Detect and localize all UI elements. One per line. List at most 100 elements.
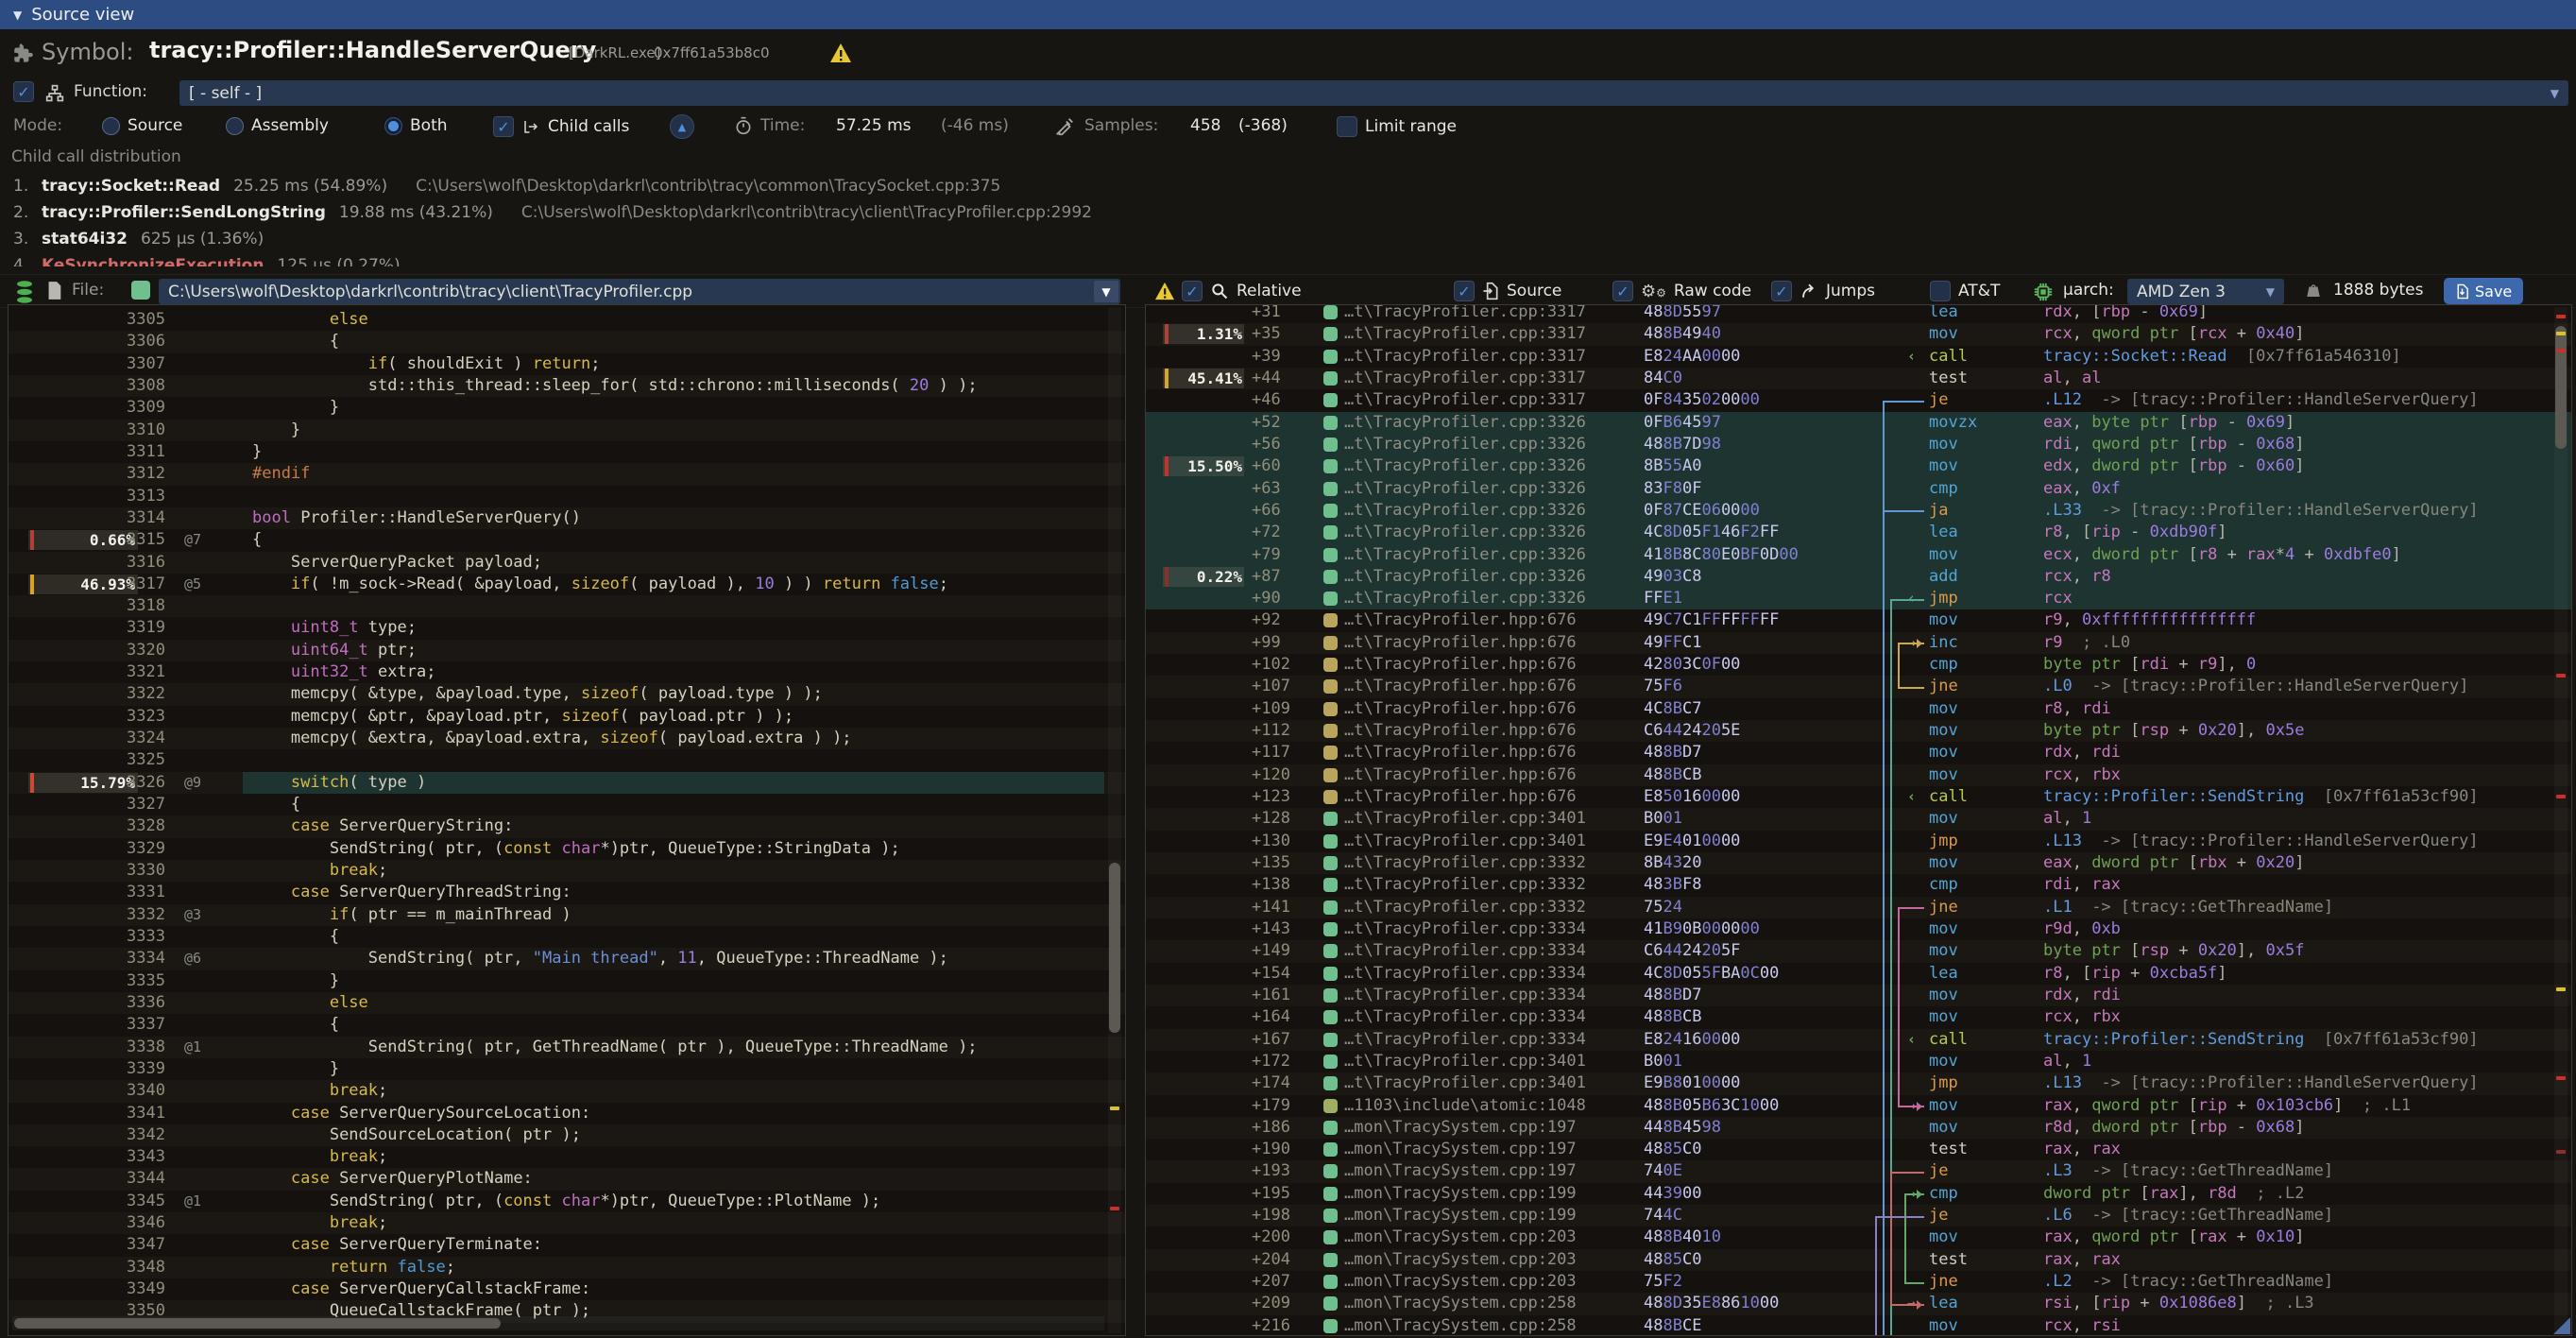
asm-location[interactable]: …mon\TracySystem.cpp:197 — [1344, 1140, 1577, 1159]
source-line[interactable]: 3311} — [9, 441, 1125, 463]
asm-location[interactable]: …mon\TracySystem.cpp:203 — [1344, 1249, 1577, 1269]
uarch-select[interactable]: AMD Zen 3 ▼ — [2127, 279, 2284, 304]
source-line[interactable]: 3347 case ServerQueryTerminate: — [9, 1234, 1125, 1256]
collapse-icon[interactable]: ▼ — [13, 8, 23, 22]
asm-row[interactable]: +39 …t\TracyProfiler.cpp:3317 E824AA0000 ‹ c… — [1146, 346, 2571, 368]
asm-row[interactable]: +207 …mon\TracySystem.cpp:203 75F2 jne .L2 -… — [1146, 1271, 2571, 1293]
child-call-row[interactable]: 2. tracy::Profiler::SendLongString 19.88 m… — [13, 203, 1092, 222]
source-line[interactable]: 3339} — [9, 1058, 1125, 1080]
asm-location[interactable]: …t\TracyProfiler.cpp:3401 — [1344, 831, 1586, 850]
asm-location[interactable]: …t\TracyProfiler.hpp:676 — [1344, 721, 1577, 741]
asm-location[interactable]: …t\TracyProfiler.cpp:3326 — [1344, 523, 1586, 542]
source-line[interactable]: 3324 memcpy( &extra, &payload.extra, size… — [9, 728, 1125, 749]
asm-location[interactable]: …t\TracyProfiler.cpp:3332 — [1344, 897, 1586, 917]
source-line[interactable]: 46.93% 3317 @5 if( !m_sock->Read( &payload,… — [9, 574, 1125, 595]
asm-row[interactable]: +117 …t\TracyProfiler.hpp:676 488BD7 mov rdx… — [1146, 742, 2571, 763]
asm-row[interactable]: +193 …mon\TracySystem.cpp:197 740E je .L3 ->… — [1146, 1160, 2571, 1182]
relative-checkbox[interactable]: ✓ Relative — [1182, 281, 1302, 301]
asm-location[interactable]: …t\TracyProfiler.cpp:3401 — [1344, 809, 1586, 829]
asm-location[interactable]: …mon\TracySystem.cpp:203 — [1344, 1272, 1577, 1292]
source-line[interactable]: 3320 uint64_t ptr; — [9, 640, 1125, 661]
limit-range-checkbox[interactable]: ✓Limit range — [1337, 116, 1457, 137]
asm-row[interactable]: +63 …t\TracyProfiler.cpp:3326 83F80F cmp eax… — [1146, 477, 2571, 500]
asm-row[interactable]: +154 …t\TracyProfiler.cpp:3334 4C8D055FBA0… — [1146, 963, 2571, 985]
asm-location[interactable]: …t\TracyProfiler.cpp:3332 — [1344, 875, 1586, 895]
asm-location[interactable]: …mon\TracySystem.cpp:199 — [1344, 1206, 1577, 1226]
asm-location[interactable]: …t\TracyProfiler.hpp:676 — [1344, 698, 1577, 718]
asm-row[interactable]: +135 …t\TracyProfiler.cpp:3332 8B4320 mov ea… — [1146, 852, 2571, 874]
asm-row[interactable]: +143 …t\TracyProfiler.cpp:3334 41B90B00000… — [1146, 918, 2571, 940]
source-line[interactable]: 3325 — [9, 749, 1125, 771]
child-calls-checkbox[interactable]: ✓ Child calls — [493, 116, 629, 137]
asm-row[interactable]: +174 …t\TracyProfiler.cpp:3401 E9B8010000 j… — [1146, 1072, 2571, 1094]
asm-row[interactable]: 0.22% +87 …t\TracyProfiler.cpp:3326 4903C8 a… — [1146, 565, 2571, 589]
asm-location[interactable]: …t\TracyProfiler.hpp:676 — [1344, 632, 1577, 652]
asm-location[interactable]: …t\TracyProfiler.hpp:676 — [1344, 743, 1577, 763]
source-line[interactable]: 3331 case ServerQueryThreadString: — [9, 882, 1125, 903]
asm-row[interactable]: +46 …t\TracyProfiler.cpp:3317 0F8435020000… — [1146, 389, 2571, 411]
source-line[interactable]: 3333 { — [9, 926, 1125, 948]
asm-location[interactable]: …t\TracyProfiler.cpp:3334 — [1344, 941, 1586, 961]
source-line[interactable]: 3312 #endif — [9, 463, 1125, 485]
asm-row[interactable]: +141 …t\TracyProfiler.cpp:3332 7524 jne .L1 … — [1146, 897, 2571, 918]
asm-row[interactable]: +216 …mon\TracySystem.cpp:258 488BCE mov rcx… — [1146, 1315, 2571, 1335]
source-line[interactable]: 3337 { — [9, 1014, 1125, 1036]
asm-location[interactable]: …t\TracyProfiler.cpp:3317 — [1344, 390, 1586, 410]
asm-row[interactable]: +90 …t\TracyProfiler.cpp:3326 FFE1 ‹ jmp rcx — [1146, 588, 2571, 610]
asm-row[interactable]: +92 …t\TracyProfiler.hpp:676 49C7C1FFFFFFF… — [1146, 609, 2571, 631]
source-line[interactable]: 3340 break; — [9, 1080, 1125, 1102]
asm-location[interactable]: …t\TracyProfiler.cpp:3334 — [1344, 963, 1586, 983]
asm-row[interactable]: +102 …t\TracyProfiler.hpp:676 42803C0F00 cm… — [1146, 654, 2571, 676]
child-call-name[interactable]: stat64i32 — [42, 230, 128, 249]
child-call-name[interactable]: tracy::Profiler::SendLongString — [42, 203, 326, 222]
asm-location[interactable]: …t\TracyProfiler.hpp:676 — [1344, 655, 1577, 675]
assembly-vertical-scrollbar[interactable] — [2554, 307, 2567, 1333]
raw-code-checkbox[interactable]: ✓ ⚙⚙ Raw code — [1612, 281, 1751, 301]
asm-row[interactable]: 1.31% +35 …t\TracyProfiler.cpp:3317 488B494… — [1146, 323, 2571, 345]
child-call-row[interactable]: 4. KeSynchronizeExecution 125 µs (0.27%) — [0, 253, 1511, 266]
asm-location[interactable]: …t\TracyProfiler.cpp:3401 — [1344, 1073, 1586, 1093]
asm-location[interactable]: …t\TracyProfiler.cpp:3326 — [1344, 478, 1586, 498]
asm-location[interactable]: …t\TracyProfiler.cpp:3326 — [1344, 456, 1586, 476]
asm-row[interactable]: +138 …t\TracyProfiler.cpp:3332 483BF8 cmp rd… — [1146, 874, 2571, 896]
source-line[interactable]: 3343 break; — [9, 1146, 1125, 1168]
source-line[interactable]: 3313 — [9, 486, 1125, 507]
source-line[interactable]: 3330 break; — [9, 860, 1125, 882]
child-call-row[interactable]: 1. tracy::Socket::Read 25.25 ms (54.89%) C:… — [13, 177, 1001, 196]
asm-row[interactable]: +99 …t\TracyProfiler.hpp:676 49FFC1 → inc r9 … — [1146, 632, 2571, 654]
source-line[interactable]: 3323 memcpy( &ptr, &payload.ptr, sizeof( … — [9, 706, 1125, 728]
asm-location[interactable]: …t\TracyProfiler.hpp:676 — [1344, 787, 1577, 807]
mode-radio-assembly[interactable]: Assembly — [226, 116, 329, 135]
asm-row[interactable]: +107 …t\TracyProfiler.hpp:676 75F6 jne .L0 -… — [1146, 676, 2571, 697]
asm-row[interactable]: +79 …t\TracyProfiler.cpp:3326 418B8C80E0BF… — [1146, 543, 2571, 566]
source-line[interactable]: 3338 @1 SendString( ptr, GetThreadName( pt… — [9, 1037, 1125, 1058]
asm-location[interactable]: …t\TracyProfiler.cpp:3401 — [1344, 1051, 1586, 1071]
asm-row[interactable]: +198 …mon\TracySystem.cpp:199 744C je .L6 ->… — [1146, 1205, 2571, 1226]
source-line[interactable]: 15.79% 3326 @9 switch( type ) — [9, 771, 1125, 795]
asm-row[interactable]: +112 …t\TracyProfiler.hpp:676 C64424205E mo… — [1146, 720, 2571, 742]
source-line[interactable]: 3329 SendString( ptr, (const char*)ptr, Q… — [9, 838, 1125, 860]
source-horizontal-scrollbar[interactable] — [12, 1316, 1104, 1330]
source-line[interactable]: 3307 if( shouldExit ) return; — [9, 353, 1125, 375]
source-line[interactable]: 3342 SendSourceLocation( ptr ); — [9, 1124, 1125, 1146]
asm-row[interactable]: +149 …t\TracyProfiler.cpp:3334 C64424205F m… — [1146, 940, 2571, 962]
source-line[interactable]: 3306 { — [9, 331, 1125, 352]
asm-row[interactable]: +123 …t\TracyProfiler.hpp:676 E850160000 ‹ c… — [1146, 786, 2571, 808]
mode-radio-source[interactable]: Source — [102, 116, 182, 135]
source-line[interactable]: 0.66% 3315 @7 { — [9, 529, 1125, 551]
asm-row[interactable]: +167 …t\TracyProfiler.cpp:3334 E824160000 ‹… — [1146, 1029, 2571, 1051]
source-line[interactable]: 3321 uint32_t extra; — [9, 661, 1125, 683]
source-line[interactable]: 3316 ServerQueryPacket payload; — [9, 552, 1125, 574]
source-line[interactable]: 3305 else — [9, 309, 1125, 331]
source-checkbox[interactable]: ✓ Source — [1454, 281, 1561, 301]
asm-location[interactable]: …t\TracyProfiler.cpp:3326 — [1344, 500, 1586, 520]
asm-row[interactable]: +164 …t\TracyProfiler.cpp:3334 488BCB mov rc… — [1146, 1006, 2571, 1028]
asm-location[interactable]: …1103\include\atomic:1048 — [1344, 1095, 1586, 1115]
function-select[interactable]: [ - self - ] ▼ — [179, 80, 2568, 106]
asm-row[interactable]: +200 …mon\TracySystem.cpp:203 488B4010 mov r… — [1146, 1226, 2571, 1248]
source-line[interactable]: 3308 std::this_thread::sleep_for( std::ch… — [9, 375, 1125, 397]
asm-location[interactable]: …t\TracyProfiler.cpp:3326 — [1344, 412, 1586, 432]
file-select[interactable]: C:\Users\wolf\Desktop\darkrl\contrib\tra… — [159, 279, 1120, 304]
asm-row[interactable]: +109 …t\TracyProfiler.hpp:676 4C8BC7 mov r8,… — [1146, 698, 2571, 720]
asm-row[interactable]: +31 …t\TracyProfiler.cpp:3317 488D5597 lea r… — [1146, 305, 2571, 323]
